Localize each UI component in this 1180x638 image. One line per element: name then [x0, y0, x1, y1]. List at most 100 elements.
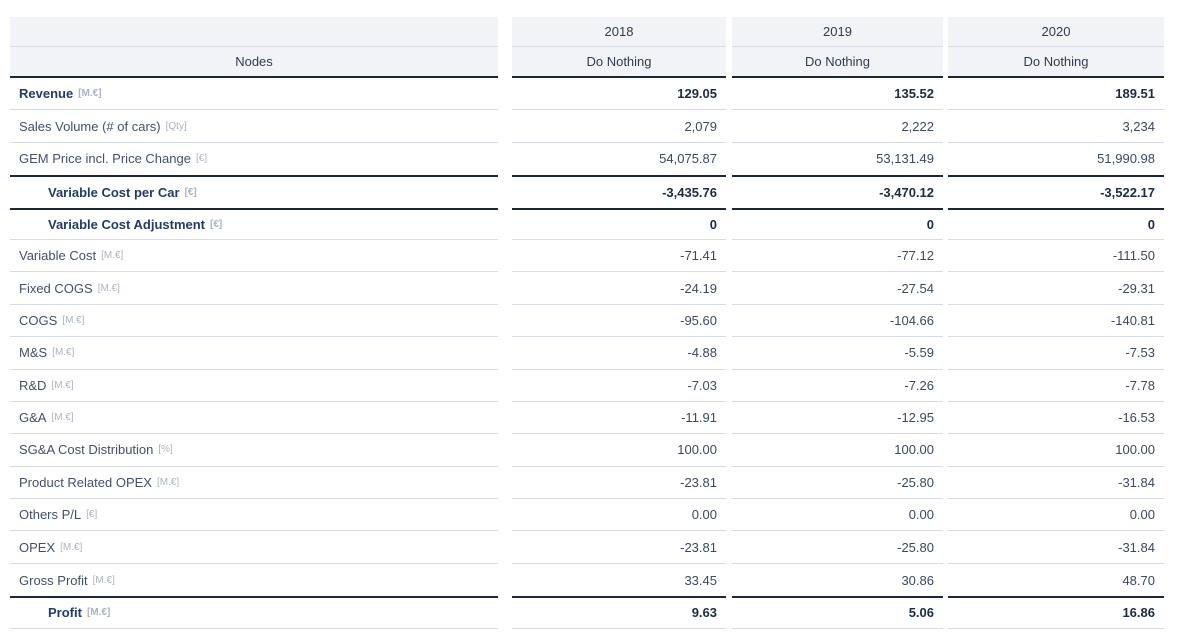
value-cell-2020[interactable]: -3,522.17 [948, 175, 1164, 208]
column-gap [498, 596, 512, 629]
row-unit: [M.€] [92, 574, 115, 586]
value-cell-2019[interactable]: 0 [732, 207, 943, 240]
value-cell-2020: 16.86 [948, 596, 1164, 629]
row-label: Variable Cost [19, 248, 97, 264]
value-cell-2020: -111.50 [948, 239, 1164, 273]
value-cell-2019: -77.12 [732, 239, 943, 273]
column-gap [943, 207, 948, 240]
column-gap [943, 142, 948, 176]
row-label-cell[interactable]: M&S [M.€] [10, 337, 498, 370]
column-gap [726, 78, 732, 111]
column-gap [943, 531, 948, 564]
column-gap [943, 17, 948, 47]
value-cell-2019[interactable]: -3,470.12 [732, 175, 943, 208]
column-gap [726, 142, 732, 176]
row-label: OPEX [19, 539, 56, 555]
row-label-cell[interactable]: Profit [M.€] [10, 596, 498, 629]
row-unit: [M.€] [156, 476, 180, 488]
column-gap [943, 563, 948, 597]
row-label-cell[interactable]: Variable Cost Adjustment [€] [10, 207, 498, 240]
table-row: Sales Volume (# of cars) [Qty] 2,079 2,222 3… [10, 110, 1164, 143]
scenario-header-2018[interactable]: Do Nothing [512, 47, 726, 78]
value-cell-2020: 189.51 [948, 78, 1164, 111]
column-gap [943, 272, 948, 305]
row-label-cell[interactable]: Gross Profit [M.€] [10, 563, 498, 597]
column-gap [498, 142, 512, 176]
column-gap [498, 78, 512, 111]
table-row: COGS [M.€] -95.60 -104.66 -140.81 [10, 304, 1164, 338]
column-gap [943, 47, 948, 78]
column-gap [726, 304, 732, 338]
row-label-cell[interactable]: GEM Price incl. Price Change [€] [10, 142, 498, 176]
column-gap [726, 563, 732, 597]
column-gap [498, 337, 512, 370]
value-cell-2020: 3,234 [948, 110, 1164, 143]
row-label-cell[interactable]: G&A [M.€] [10, 401, 498, 435]
value-cell-2018[interactable]: 0 [512, 207, 726, 240]
column-gap [498, 369, 512, 402]
row-unit: [€] [195, 153, 208, 165]
table-row: GEM Price incl. Price Change [€] 54,075.87… [10, 142, 1164, 176]
value-cell-2018[interactable]: -3,435.76 [512, 175, 726, 208]
row-label-cell[interactable]: Product Related OPEX [M.€] [10, 466, 498, 500]
row-label: Product Related OPEX [19, 474, 152, 490]
scenario-header-2019[interactable]: Do Nothing [732, 47, 943, 78]
column-gap [498, 47, 512, 78]
scenario-header-2020[interactable]: Do Nothing [948, 47, 1164, 78]
row-label-cell[interactable]: OPEX [M.€] [10, 531, 498, 564]
row-label: R&D [19, 377, 47, 393]
column-gap [943, 304, 948, 338]
value-cell-2019: -7.26 [732, 369, 943, 402]
table-row: G&A [M.€] -11.91 -12.95 -16.53 [10, 401, 1164, 435]
value-cell-2020[interactable]: 0 [948, 207, 1164, 240]
row-unit: [€] [184, 186, 197, 198]
row-label-cell[interactable]: Variable Cost [M.€] [10, 239, 498, 273]
value-cell-2018: -95.60 [512, 304, 726, 338]
row-label-cell[interactable]: Sales Volume (# of cars) [Qty] [10, 110, 498, 143]
year-header-2020: 2020 [948, 17, 1164, 47]
value-cell-2020: 0.00 [948, 499, 1164, 532]
column-gap [943, 369, 948, 402]
row-unit: [M.€] [62, 314, 85, 326]
row-label-cell[interactable]: R&D [M.€] [10, 369, 498, 402]
column-gap [726, 369, 732, 402]
row-unit: [M.€] [51, 412, 74, 424]
table-row: Fixed COGS [M.€] -24.19 -27.54 -29.31 [10, 272, 1164, 305]
value-cell-2018: 0.00 [512, 499, 726, 532]
value-cell-2019: -12.95 [732, 401, 943, 435]
column-gap [726, 175, 732, 208]
value-cell-2018: -11.91 [512, 401, 726, 435]
row-unit: [Qty] [165, 120, 187, 132]
column-gap [498, 17, 512, 47]
row-label-cell[interactable]: Variable Cost per Car [€] [10, 175, 498, 208]
value-cell-2018: 54,075.87 [512, 142, 726, 176]
row-label-cell[interactable]: Others P/L [€] [10, 499, 498, 532]
value-cell-2018: 33.45 [512, 563, 726, 597]
column-gap [726, 499, 732, 532]
row-label: Fixed COGS [19, 280, 93, 296]
row-label-cell[interactable]: COGS [M.€] [10, 304, 498, 338]
column-gap [943, 401, 948, 435]
table-header-year-row: 2018 2019 2020 [10, 17, 1164, 47]
row-unit: [M.€] [60, 541, 83, 553]
row-unit: [M.€] [86, 607, 111, 619]
table-row: R&D [M.€] -7.03 -7.26 -7.78 [10, 369, 1164, 402]
value-cell-2019: 5.06 [732, 596, 943, 629]
value-cell-2018: -23.81 [512, 466, 726, 500]
table-row: M&S [M.€] -4.88 -5.59 -7.53 [10, 337, 1164, 370]
row-label-cell[interactable]: SG&A Cost Distribution [%] [10, 434, 498, 467]
column-gap [943, 596, 948, 629]
column-gap [498, 434, 512, 467]
table-row: Revenue [M.€] 129.05 135.52 189.51 [10, 78, 1164, 111]
value-cell-2019: 0.00 [732, 499, 943, 532]
row-label: M&S [19, 345, 48, 361]
row-unit: [M.€] [51, 379, 74, 391]
column-gap [943, 337, 948, 370]
value-cell-2018: 9.63 [512, 596, 726, 629]
column-gap [943, 175, 948, 208]
row-label-cell[interactable]: Fixed COGS [M.€] [10, 272, 498, 305]
row-unit: [%] [158, 444, 173, 456]
row-label-cell[interactable]: Revenue [M.€] [10, 78, 498, 111]
value-cell-2019: 100.00 [732, 434, 943, 467]
row-label: Others P/L [19, 507, 82, 523]
